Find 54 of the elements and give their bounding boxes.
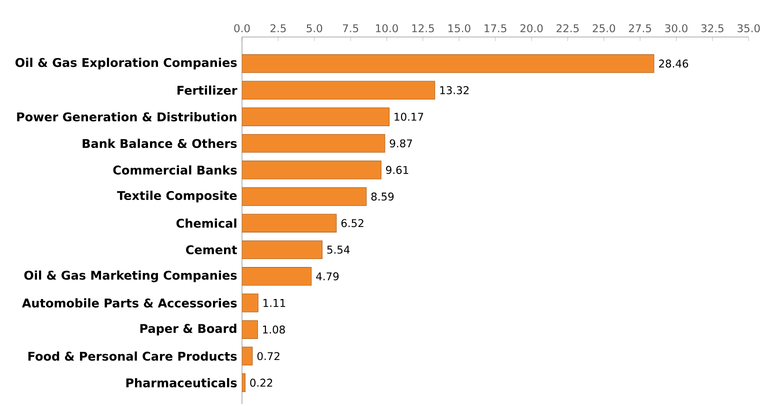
y-tick-label: Power Generation & Distribution [17,112,236,122]
bar [242,240,322,260]
data-label: 4.79 [316,272,339,280]
y-tick-label: Bank Balance & Others [82,138,237,148]
bar [242,320,258,339]
x-tick-label: 25.0 [592,24,616,32]
bar [242,54,654,73]
y-tick-label: Fertilizer [178,86,238,95]
x-tick-label: 17.5 [484,24,506,32]
x-tick-label: 27.5 [628,24,652,32]
x-tick-label: 35.0 [738,24,760,32]
data-label: 0.22 [250,378,272,387]
x-tick-label: 2.5 [270,24,286,32]
y-tick-label: Chemical [176,218,236,228]
data-label: 9.87 [390,139,412,148]
x-tick-label: 10.0 [376,24,398,32]
y-tick-label: Pharmaceuticals [126,378,237,388]
y-tick-label: Commercial Banks [113,165,237,175]
x-tick-label: 12.5 [412,24,434,32]
data-label: 0.72 [257,352,280,360]
bar [242,187,367,206]
bar [242,373,246,392]
x-tick-label: 7.5 [342,24,358,32]
data-label: 1.08 [263,325,285,334]
data-label: 13.32 [440,86,469,94]
bar [242,80,436,100]
x-tick-label: 22.5 [556,24,579,32]
y-tick-label: Automobile Parts & Accessories [22,298,237,308]
y-tick-label: Food & Personal Care Products [28,351,237,361]
y-tick-label: Oil & Gas Exploration Companies [15,58,237,70]
y-tick-label: Cement [186,245,238,254]
data-label: 1.11 [264,299,286,307]
bar [242,214,337,232]
x-tick-label: 0.0 [234,24,250,32]
bar [242,160,382,180]
bar [242,134,386,153]
x-tick-label: 20.0 [520,24,543,32]
y-tick-label: Oil & Gas Marketing Companies [24,270,237,282]
bar [242,267,312,286]
data-label: 6.52 [341,219,364,228]
y-tick-label: Paper & Board [140,324,236,336]
bar [242,107,390,126]
x-tick-label: 15.0 [448,24,470,32]
x-tick-label: 5.0 [306,24,322,32]
data-label: 5.54 [327,246,350,254]
x-tick-label: 30.0 [665,24,688,32]
data-label: 28.46 [659,60,688,68]
bar [242,294,258,312]
data-label: 8.59 [371,192,394,201]
y-tick-label: Textile Composite [117,190,237,202]
x-tick-label: 32.5 [701,24,724,32]
data-label: 10.17 [394,112,424,121]
bar [242,346,253,366]
data-label: 9.61 [386,166,408,174]
